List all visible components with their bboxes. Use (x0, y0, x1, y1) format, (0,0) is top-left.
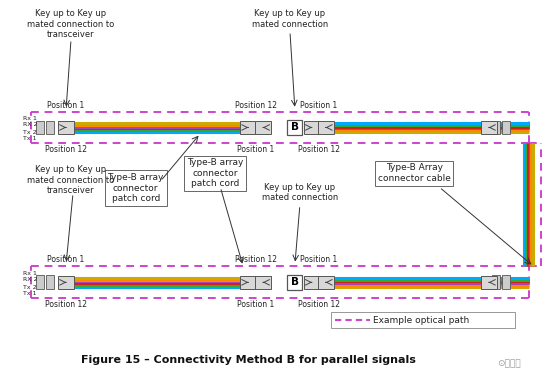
Text: B: B (291, 123, 299, 133)
Text: Position 12: Position 12 (298, 145, 340, 154)
Bar (304, 276, 320, 289)
Text: Key up to Key up
mated connection: Key up to Key up mated connection (262, 183, 338, 203)
Bar (58, 121, 74, 134)
Bar (58, 276, 74, 289)
Text: Position 12: Position 12 (298, 300, 340, 309)
Text: Position 1: Position 1 (237, 300, 274, 309)
Bar (287, 275, 302, 290)
Text: Tx 2
Tx 1: Tx 2 Tx 1 (23, 130, 37, 141)
Bar (481, 121, 497, 134)
Bar (36, 121, 44, 134)
Text: Rx 1
RX 2: Rx 1 RX 2 (23, 271, 38, 282)
Text: Type-B Array
connector cable: Type-B Array connector cable (378, 164, 451, 183)
Text: Example optical path: Example optical path (373, 316, 469, 324)
Text: Position 12: Position 12 (45, 145, 87, 154)
Text: Key up to Key up
mated connection to
transceiver: Key up to Key up mated connection to tra… (27, 165, 115, 195)
Text: Position 12: Position 12 (235, 255, 277, 265)
Bar (36, 275, 44, 289)
Bar (502, 275, 510, 289)
Bar (492, 121, 500, 134)
Text: Position 1: Position 1 (47, 255, 85, 265)
Bar (481, 276, 497, 289)
Text: Tx 2
Tx 1: Tx 2 Tx 1 (23, 285, 37, 296)
Text: Position 1: Position 1 (300, 101, 337, 110)
Text: Position 1: Position 1 (47, 101, 85, 110)
Bar (492, 275, 500, 289)
Bar (318, 121, 334, 134)
Bar (255, 121, 271, 134)
Bar (502, 121, 510, 134)
Text: Type-B array
connector
patch cord: Type-B array connector patch cord (107, 173, 164, 203)
Bar (255, 276, 271, 289)
Bar (287, 120, 302, 135)
Bar (304, 121, 320, 134)
Bar (46, 121, 54, 134)
Text: Figure 15 – Connectivity Method B for parallel signals: Figure 15 – Connectivity Method B for pa… (81, 355, 415, 365)
Bar (318, 276, 334, 289)
Text: Position 12: Position 12 (235, 101, 277, 110)
Bar (240, 276, 256, 289)
Bar (331, 312, 515, 328)
Text: B: B (291, 277, 299, 287)
Text: ⊙亿速云: ⊙亿速云 (497, 359, 520, 368)
Text: Rx 1
RX 2: Rx 1 RX 2 (23, 116, 38, 127)
Text: Key up to Key up
mated connection to
transceiver: Key up to Key up mated connection to tra… (27, 9, 115, 39)
Text: Type-B array
connector
patch cord: Type-B array connector patch cord (187, 158, 244, 188)
Text: Key up to Key up
mated connection: Key up to Key up mated connection (252, 9, 328, 29)
Bar (46, 275, 54, 289)
Text: Position 12: Position 12 (45, 300, 87, 309)
Bar (240, 121, 256, 134)
Text: Position 1: Position 1 (237, 145, 274, 154)
Text: Position 1: Position 1 (300, 255, 337, 265)
